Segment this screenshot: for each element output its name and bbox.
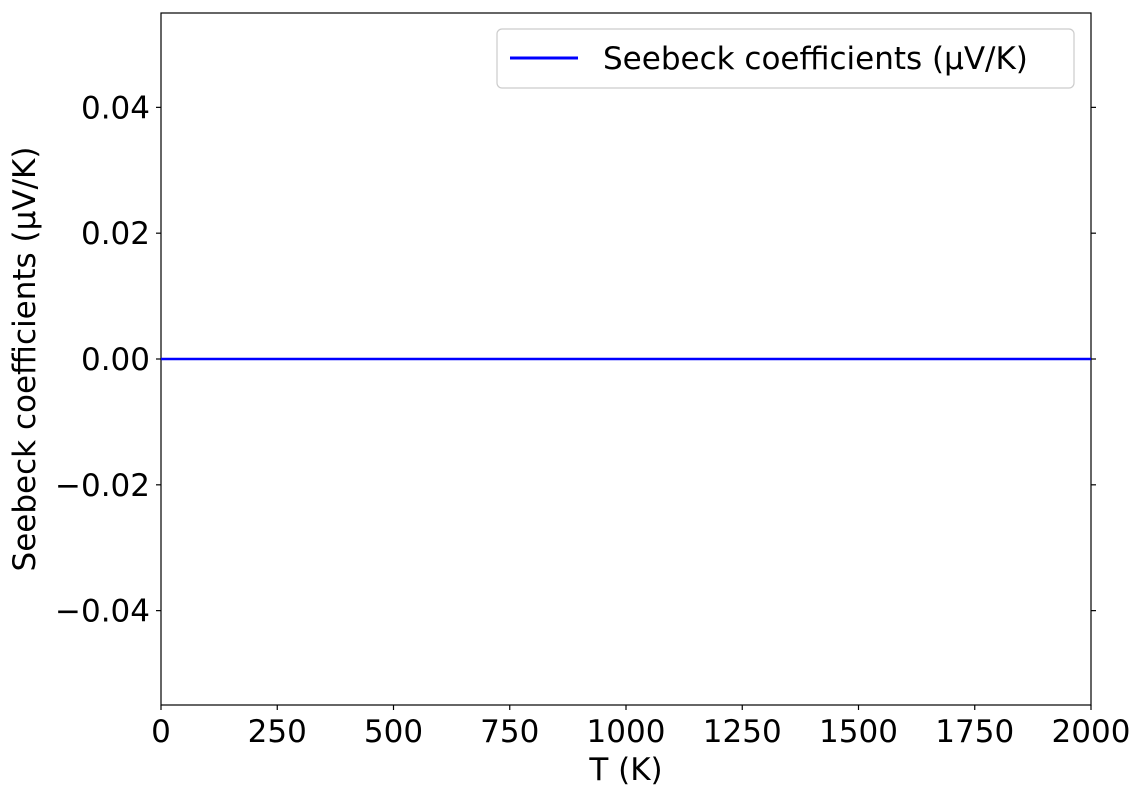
x-tick-label: 750	[480, 714, 539, 750]
y-tick-label: −0.02	[55, 468, 150, 504]
y-tick-label: −0.04	[55, 594, 150, 630]
y-tick-label: 0.04	[81, 90, 150, 126]
legend-label: Seebeck coefficients (µV/K)	[603, 41, 1028, 77]
y-tick-label: 0.00	[81, 342, 150, 378]
x-axis-ticks: 0 250 500 750 1000 1250 1500 1750 2000	[151, 705, 1130, 750]
legend-box	[496, 28, 1075, 89]
x-tick-label: 2000	[1052, 714, 1131, 750]
y-axis-ticks: −0.04 −0.02 0.00 0.02 0.04	[55, 90, 1096, 630]
x-tick-label: 250	[248, 714, 307, 750]
x-tick-label: 1500	[819, 714, 898, 750]
y-axis-label: Seebeck coefficients (µV/K)	[7, 147, 43, 572]
x-axis-label: T (K)	[588, 752, 662, 788]
x-tick-label: 1250	[703, 714, 782, 750]
x-tick-label: 0	[151, 714, 171, 750]
x-tick-label: 500	[364, 714, 423, 750]
y-tick-label: 0.02	[81, 216, 150, 252]
x-tick-label: 1000	[587, 714, 666, 750]
x-tick-label: 1750	[935, 714, 1014, 750]
legend: Seebeck coefficients (µV/K)	[496, 28, 1075, 89]
